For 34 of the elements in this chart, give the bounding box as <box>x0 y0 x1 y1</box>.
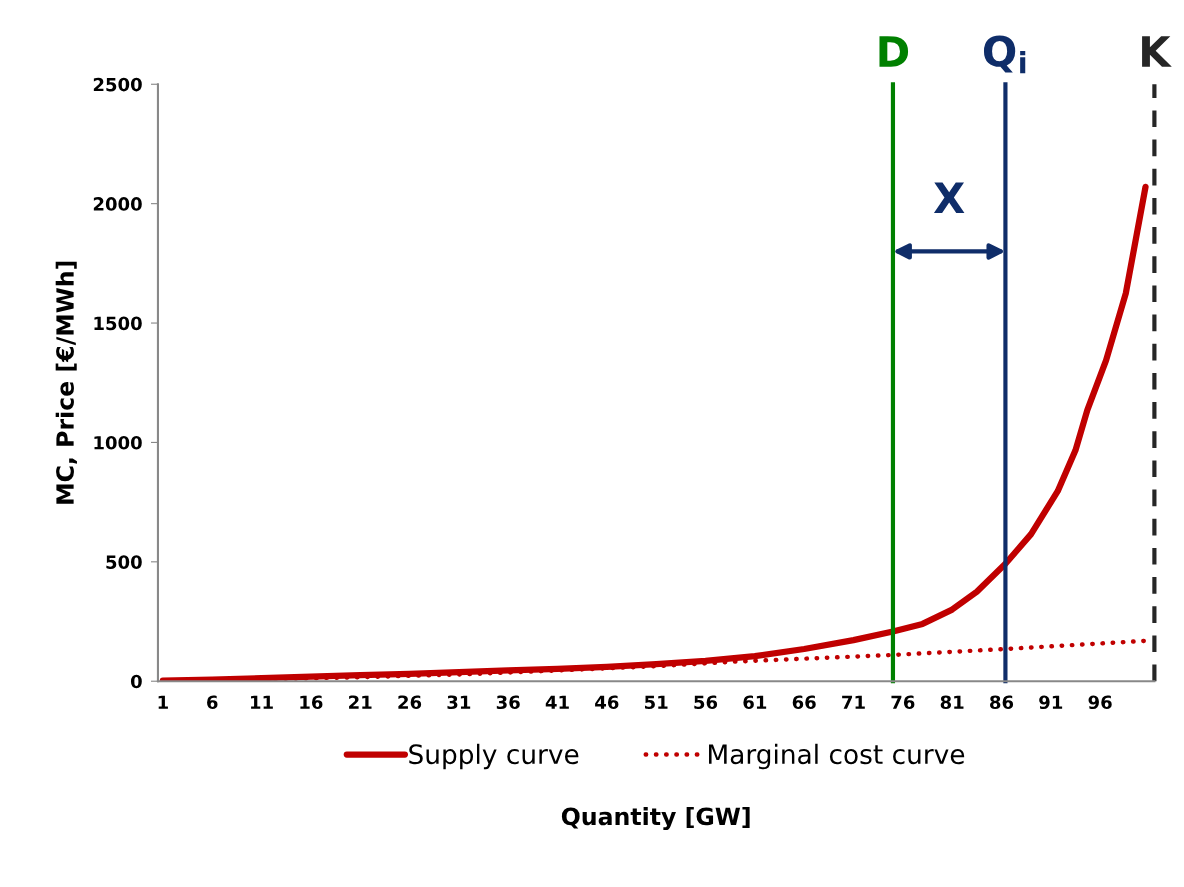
x-tick-label: 6 <box>207 695 218 710</box>
y-tick-label: 2000 <box>93 197 142 211</box>
x-tick-label: 71 <box>842 695 865 709</box>
y-tick-label: 1000 <box>94 435 142 450</box>
x-tick-label: 46 <box>595 695 619 710</box>
annotation: X <box>933 182 965 213</box>
x-tick-label: 66 <box>792 695 816 710</box>
x-tick-label: 1 <box>158 695 168 709</box>
x-tick-label: 76 <box>891 695 915 710</box>
x-axis-title: Quantity [GW] <box>561 807 750 831</box>
x-tick-label: 26 <box>398 695 422 710</box>
x-tick-label: 51 <box>645 695 668 710</box>
x-tick-label: 36 <box>496 695 520 710</box>
x-tick-label: 56 <box>694 695 718 710</box>
legend-label: Marginal cost curve <box>709 743 965 770</box>
y-tick-label: 500 <box>106 555 142 569</box>
x-tick-label: 86 <box>990 695 1014 710</box>
ref-line-label: K <box>1142 36 1172 67</box>
x-tick-label: 81 <box>940 695 964 710</box>
x-tick-label: 61 <box>743 695 767 710</box>
x-tick-label: 96 <box>1088 695 1112 710</box>
ref-line-label: D <box>879 36 909 67</box>
y-tick-label: 0 <box>130 674 142 689</box>
legend-label: Supply curve <box>409 743 579 770</box>
y-tick-label: 1500 <box>94 316 142 331</box>
x-tick-label: 16 <box>300 695 323 710</box>
y-axis-title: MC, Price [€/MWh] <box>55 261 77 504</box>
x-tick-label: 91 <box>1039 695 1063 710</box>
ref-line-label: Q$_{i}$ <box>983 35 1026 74</box>
x-tick-label: 41 <box>545 695 569 709</box>
x-tick-label: 21 <box>349 695 372 709</box>
x-tick-label: 11 <box>251 695 273 709</box>
y-tick-label: 2500 <box>93 77 142 92</box>
x-tick-label: 31 <box>447 695 471 710</box>
